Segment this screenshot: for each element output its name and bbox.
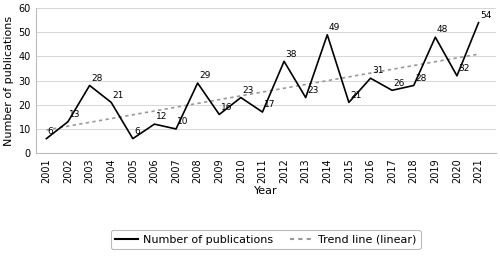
Text: 29: 29 (199, 71, 210, 80)
Text: 32: 32 (458, 64, 469, 73)
Text: 23: 23 (307, 86, 318, 95)
Text: 6: 6 (134, 127, 140, 136)
Text: 6: 6 (48, 127, 54, 136)
Text: 38: 38 (286, 50, 297, 59)
Text: 54: 54 (480, 11, 492, 20)
Text: 10: 10 (178, 117, 189, 126)
Text: 31: 31 (372, 67, 384, 76)
Text: 49: 49 (328, 23, 340, 32)
Text: 48: 48 (436, 25, 448, 34)
Text: 17: 17 (264, 100, 276, 109)
Text: 16: 16 (220, 103, 232, 112)
Legend: Number of publications, Trend line (linear): Number of publications, Trend line (line… (111, 230, 420, 249)
Text: 21: 21 (350, 91, 362, 100)
Text: 21: 21 (112, 91, 124, 100)
Text: 13: 13 (70, 110, 81, 119)
X-axis label: Year: Year (254, 186, 278, 196)
Y-axis label: Number of publications: Number of publications (4, 16, 14, 146)
Text: 28: 28 (415, 74, 426, 83)
Text: 28: 28 (91, 74, 102, 83)
Text: 23: 23 (242, 86, 254, 95)
Text: 26: 26 (394, 78, 405, 88)
Text: 12: 12 (156, 112, 167, 121)
